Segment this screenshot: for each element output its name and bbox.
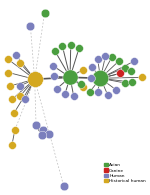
Point: [78, 46, 80, 49]
Point: [43, 11, 46, 14]
Point: [82, 68, 84, 71]
Point: [63, 184, 65, 187]
Point: [53, 75, 56, 78]
Point: [64, 92, 66, 95]
Point: [90, 77, 93, 80]
Point: [19, 84, 21, 88]
Point: [14, 129, 16, 132]
Point: [54, 50, 56, 53]
Point: [9, 84, 11, 88]
Point: [130, 81, 133, 84]
Point: [91, 65, 93, 68]
Point: [19, 61, 21, 65]
Point: [106, 93, 109, 96]
Point: [104, 55, 107, 58]
Point: [55, 87, 58, 90]
Point: [96, 58, 99, 61]
Point: [119, 72, 122, 75]
Point: [7, 58, 9, 61]
Point: [24, 98, 26, 101]
Point: [124, 82, 126, 85]
Point: [80, 82, 82, 86]
Point: [35, 124, 37, 127]
Point: [7, 71, 10, 74]
Point: [118, 59, 120, 63]
Point: [33, 78, 36, 81]
Point: [13, 111, 15, 114]
Point: [69, 76, 71, 79]
Point: [115, 88, 117, 91]
Point: [61, 44, 63, 47]
Point: [72, 94, 75, 97]
Point: [42, 129, 44, 132]
Point: [123, 66, 126, 69]
Point: [141, 76, 143, 79]
Point: [15, 54, 17, 57]
Point: [29, 25, 32, 28]
Point: [133, 59, 136, 63]
Point: [89, 90, 91, 93]
Point: [40, 133, 43, 136]
Point: [82, 85, 84, 89]
Point: [11, 98, 13, 101]
Point: [96, 90, 99, 93]
Point: [99, 77, 102, 80]
Point: [130, 69, 132, 72]
Legend: Avian, Canine, Human, Historical human: Avian, Canine, Human, Historical human: [104, 162, 146, 184]
Point: [11, 143, 13, 146]
Point: [52, 64, 54, 67]
Point: [48, 132, 50, 136]
Point: [19, 94, 22, 97]
Point: [111, 56, 113, 59]
Point: [70, 43, 72, 46]
